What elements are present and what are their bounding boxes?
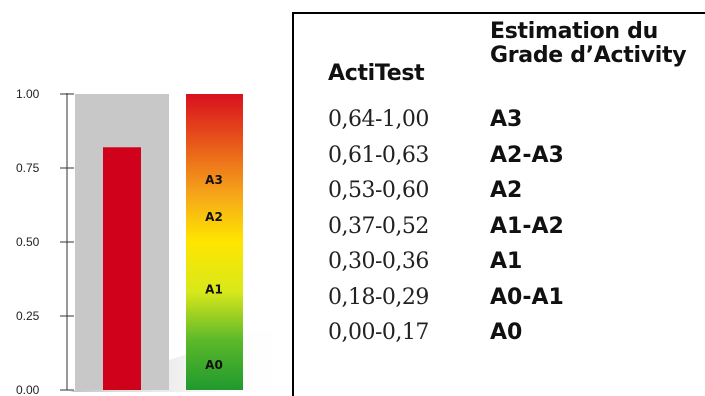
- activity-grade: A2: [490, 178, 523, 203]
- actitest-range: 0,64-1,00: [328, 107, 429, 132]
- header-actitest: ActiTest: [328, 61, 425, 86]
- y-tick-label: 0.75: [16, 161, 40, 175]
- y-tick-label: 1.00: [16, 87, 40, 101]
- header-grade-estimation: Estimation du Grade d’Activity: [490, 19, 687, 68]
- actitest-chart: 0.00 0.25 0.50 0.75 1.00 A3 A2 A1 A0: [16, 87, 290, 394]
- grade-scale-label: A2: [205, 210, 223, 224]
- activity-grade: A0: [490, 320, 523, 345]
- grade-scale-label: A0: [205, 358, 223, 372]
- actitest-range: 0,53-0,60: [328, 178, 429, 203]
- y-axis: 0.00 0.25 0.50 0.75 1.00: [16, 87, 74, 394]
- actitest-range: 0,61-0,63: [328, 142, 429, 168]
- activity-grade: A3: [490, 107, 523, 132]
- y-tick-label: 0.50: [16, 235, 40, 249]
- actitest-value-bar: [103, 147, 141, 390]
- actitest-range: 0,00-0,17: [328, 320, 429, 345]
- plot-area: A3 A2 A1 A0: [70, 94, 290, 392]
- activity-grade: A1-A2: [490, 213, 564, 239]
- activity-grade: A1: [490, 249, 523, 274]
- actitest-range: 0,37-0,52: [328, 213, 429, 239]
- grade-scale-column: [186, 94, 243, 390]
- actitest-range: 0,18-0,29: [328, 284, 429, 310]
- actitest-range: 0,30-0,36: [328, 249, 429, 274]
- grade-scale-label: A1: [205, 282, 223, 296]
- activity-grade: A2-A3: [490, 142, 564, 168]
- activity-grade: A0-A1: [490, 284, 564, 310]
- grade-scale-label: A3: [205, 173, 223, 187]
- y-tick-label: 0.00: [16, 383, 40, 394]
- actitest-grade-table: ActiTest Estimation du Grade d’Activity …: [292, 12, 705, 396]
- y-tick-label: 0.25: [16, 309, 40, 323]
